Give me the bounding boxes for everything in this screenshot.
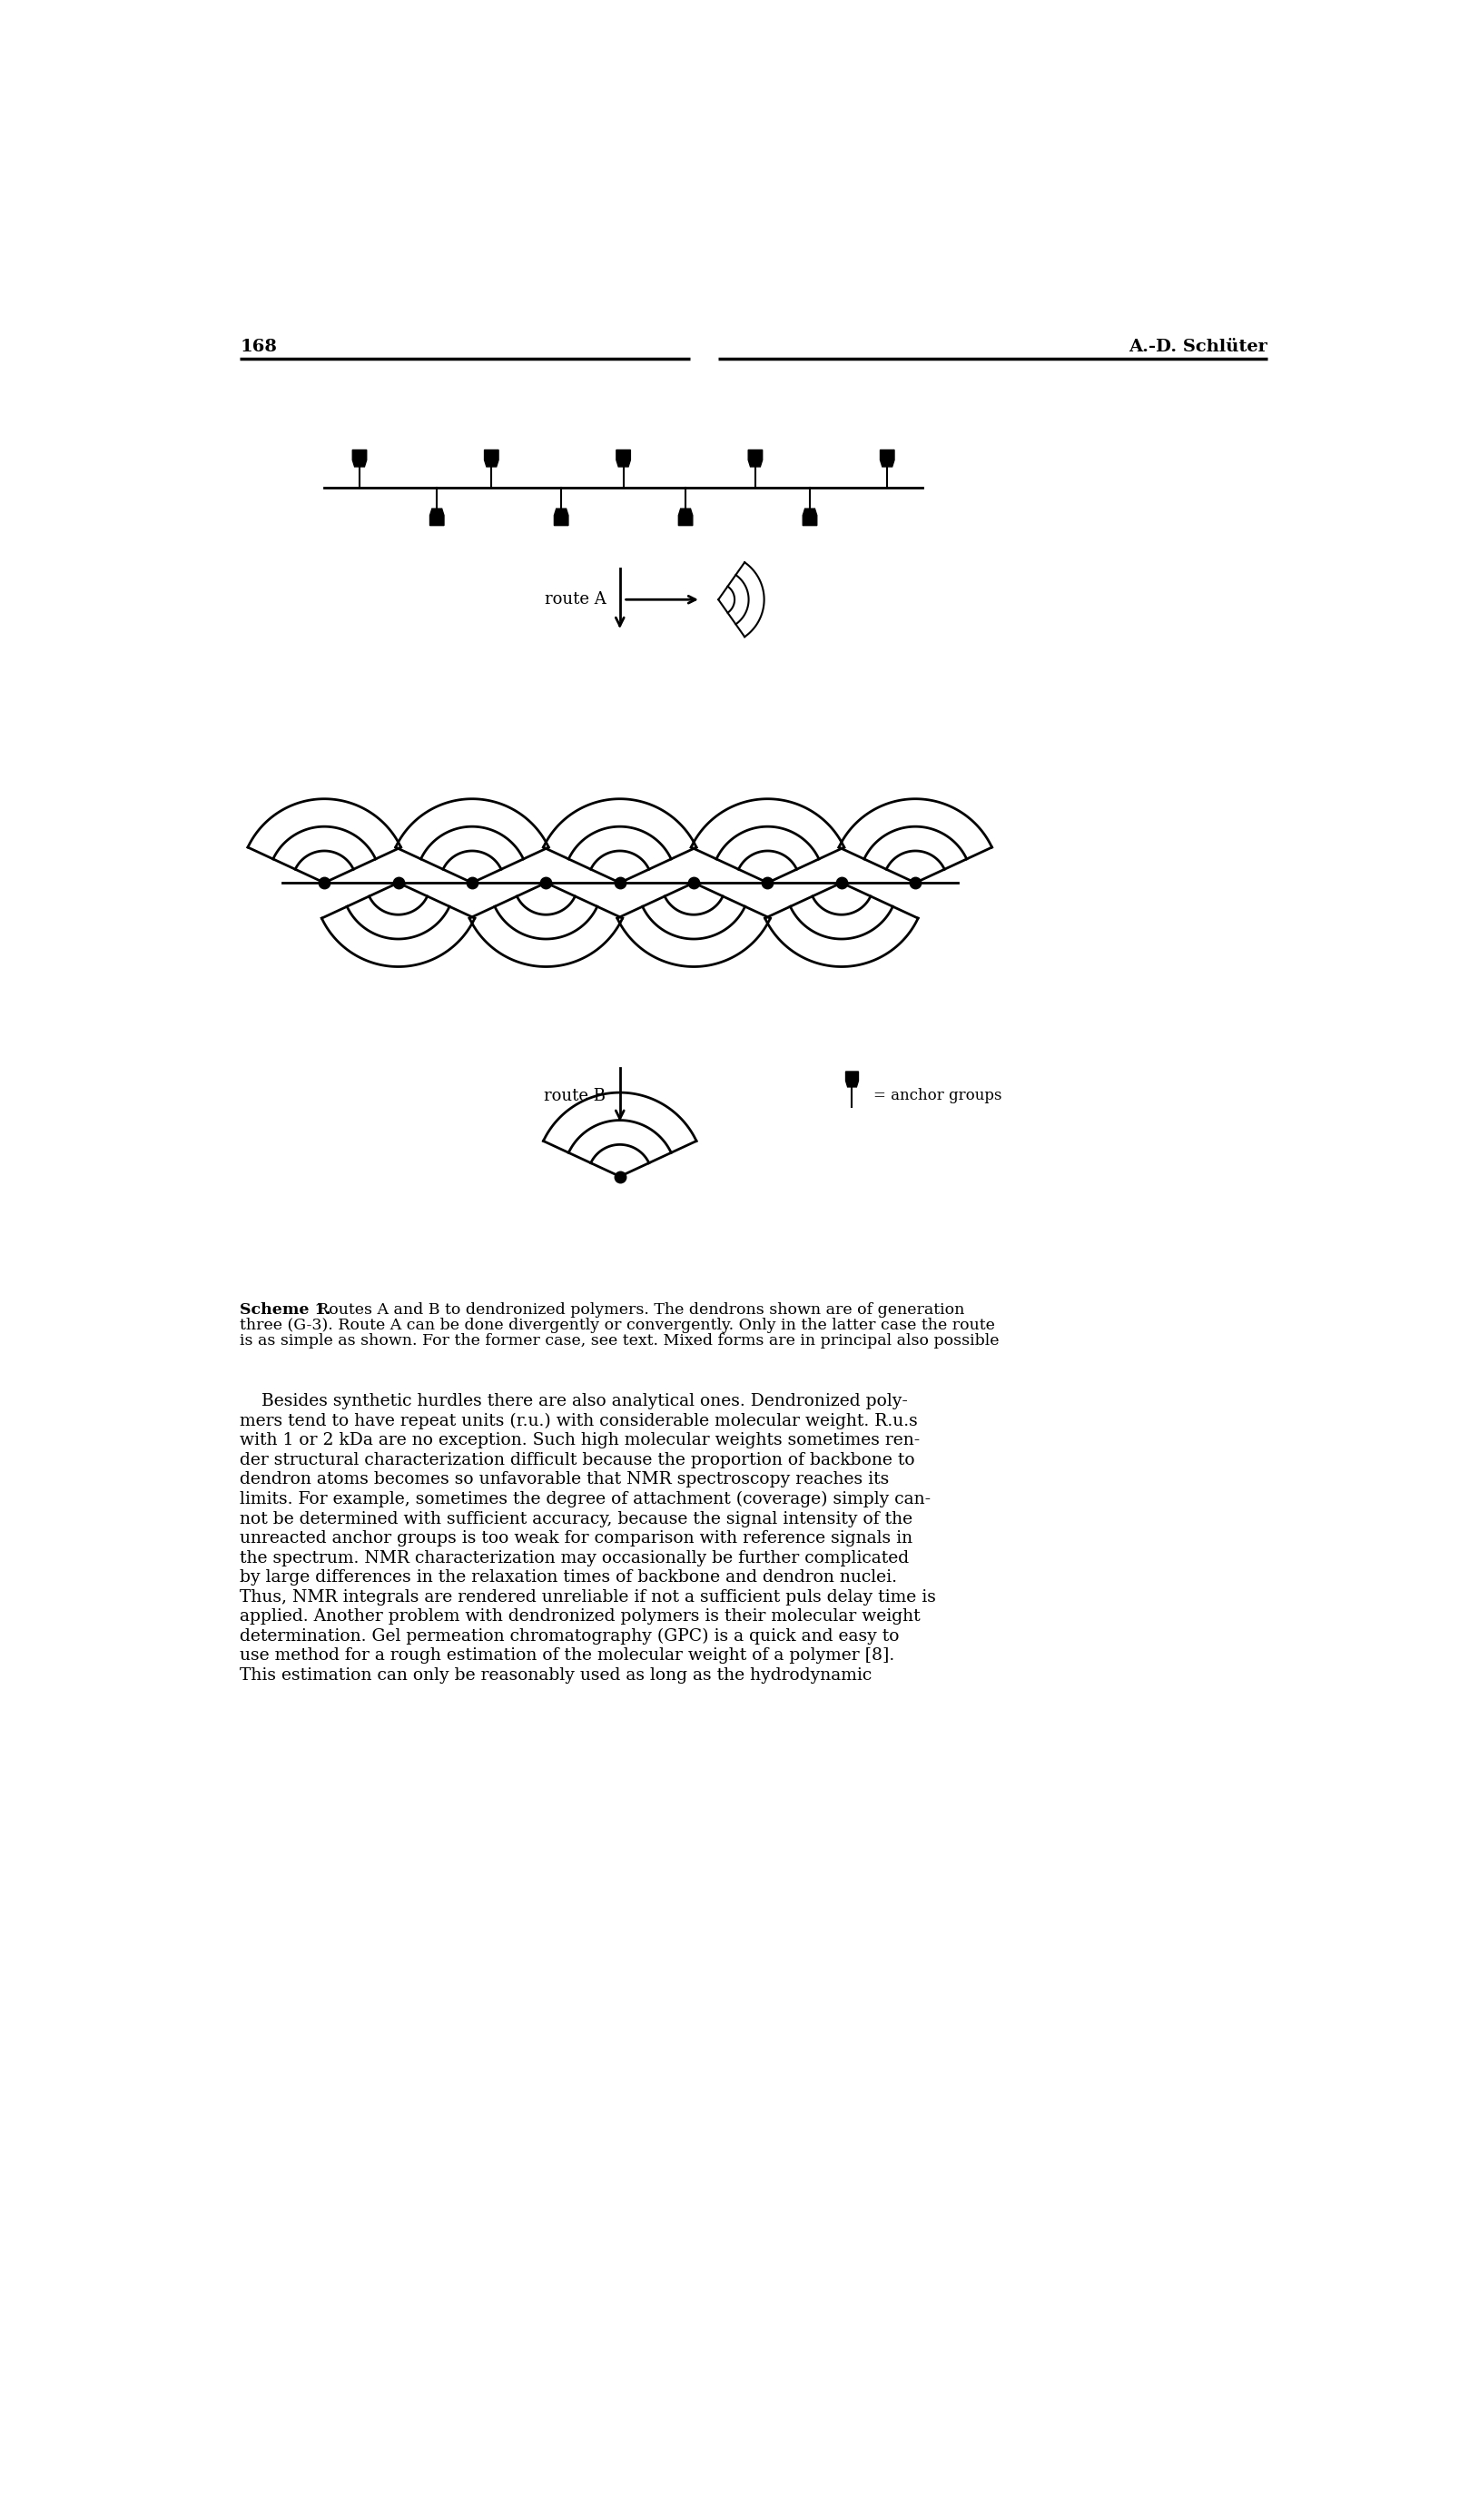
Text: mers tend to have repeat units (r.u.) with considerable molecular weight. R.u.s: mers tend to have repeat units (r.u.) wi…	[239, 1414, 918, 1429]
Polygon shape	[617, 451, 630, 466]
Text: not be determined with sufficient accuracy, because the signal intensity of the: not be determined with sufficient accura…	[239, 1509, 912, 1527]
Text: Routes A and B to dendronized polymers. The dendrons shown are of generation: Routes A and B to dendronized polymers. …	[307, 1303, 965, 1318]
Text: A.-D. Schlüter: A.-D. Schlüter	[1128, 338, 1268, 355]
Polygon shape	[846, 1071, 858, 1086]
Polygon shape	[748, 451, 762, 466]
Text: three (G-3). Route A can be done divergently or convergently. Only in the latter: three (G-3). Route A can be done diverge…	[239, 1318, 995, 1333]
Text: dendron atoms becomes so unfavorable that NMR spectroscopy reaches its: dendron atoms becomes so unfavorable tha…	[239, 1472, 889, 1487]
Text: 168: 168	[239, 338, 278, 355]
Polygon shape	[353, 451, 367, 466]
Text: route A: route A	[545, 592, 605, 607]
Polygon shape	[679, 509, 692, 527]
Text: use method for a rough estimation of the molecular weight of a polymer [8].: use method for a rough estimation of the…	[239, 1648, 895, 1663]
Polygon shape	[804, 509, 817, 527]
Text: Scheme 1.: Scheme 1.	[239, 1303, 332, 1318]
Text: applied. Another problem with dendronized polymers is their molecular weight: applied. Another problem with dendronize…	[239, 1608, 921, 1625]
Text: unreacted anchor groups is too weak for comparison with reference signals in: unreacted anchor groups is too weak for …	[239, 1530, 912, 1547]
Text: is as simple as shown. For the former case, see text. Mixed forms are in princip: is as simple as shown. For the former ca…	[239, 1333, 999, 1348]
Text: der structural characterization difficult because the proportion of backbone to: der structural characterization difficul…	[239, 1452, 915, 1469]
Text: route B: route B	[544, 1089, 605, 1104]
Polygon shape	[485, 451, 498, 466]
Text: This estimation can only be reasonably used as long as the hydrodynamic: This estimation can only be reasonably u…	[239, 1668, 873, 1683]
Text: the spectrum. NMR characterization may occasionally be further complicated: the spectrum. NMR characterization may o…	[239, 1550, 909, 1567]
Text: Thus, NMR integrals are rendered unreliable if not a sufficient puls delay time : Thus, NMR integrals are rendered unrelia…	[239, 1590, 936, 1605]
Polygon shape	[880, 451, 895, 466]
Text: Besides synthetic hurdles there are also analytical ones. Dendronized poly-: Besides synthetic hurdles there are also…	[239, 1394, 908, 1409]
Text: = anchor groups: = anchor groups	[873, 1089, 1002, 1104]
Text: with 1 or 2 kDa are no exception. Such high molecular weights sometimes ren-: with 1 or 2 kDa are no exception. Such h…	[239, 1431, 920, 1449]
Polygon shape	[430, 509, 444, 527]
Text: by large differences in the relaxation times of backbone and dendron nuclei.: by large differences in the relaxation t…	[239, 1570, 898, 1585]
Polygon shape	[554, 509, 569, 527]
Text: limits. For example, sometimes the degree of attachment (coverage) simply can-: limits. For example, sometimes the degre…	[239, 1492, 931, 1507]
Text: determination. Gel permeation chromatography (GPC) is a quick and easy to: determination. Gel permeation chromatogr…	[239, 1628, 899, 1646]
